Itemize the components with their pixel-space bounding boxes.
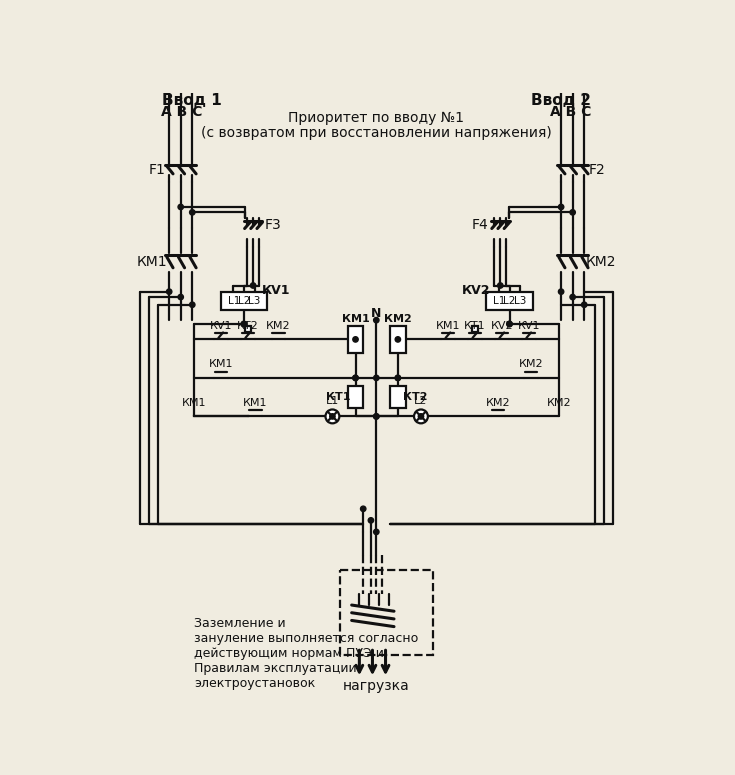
Text: Приоритет по вводу №1: Приоритет по вводу №1: [288, 112, 465, 126]
Bar: [340, 570, 432, 655]
Bar: [390, 326, 406, 353]
Text: L1: L1: [326, 396, 339, 406]
Circle shape: [166, 289, 172, 294]
Text: L1: L1: [493, 296, 506, 306]
Text: Заземление и
зануление выполняется согласно
действующим нормам ПУЭ и
Правилам эк: Заземление и зануление выполняется согла…: [194, 617, 418, 690]
Text: КМ1: КМ1: [436, 321, 460, 331]
Text: L2: L2: [503, 296, 516, 306]
Text: КМ2: КМ2: [519, 359, 543, 369]
Text: КТ1: КТ1: [464, 321, 486, 331]
Text: L1: L1: [228, 296, 240, 306]
Text: N: N: [371, 308, 381, 321]
Text: L2: L2: [415, 396, 428, 406]
Text: КМ1: КМ1: [243, 398, 268, 408]
Circle shape: [414, 409, 428, 423]
Text: Ввод 1: Ввод 1: [162, 93, 222, 109]
Text: КV1: КV1: [209, 321, 232, 331]
Circle shape: [581, 302, 587, 308]
Circle shape: [373, 529, 379, 535]
Text: КМ2: КМ2: [486, 398, 510, 408]
Text: КV1: КV1: [262, 284, 290, 297]
Text: нагрузка: нагрузка: [343, 679, 409, 693]
Circle shape: [360, 506, 366, 512]
Text: F1: F1: [148, 163, 165, 177]
Bar: [472, 326, 478, 332]
Text: А В С: А В С: [161, 105, 202, 119]
Circle shape: [178, 205, 184, 210]
Circle shape: [368, 518, 373, 523]
Text: КМ2: КМ2: [384, 315, 412, 325]
Text: КV2: КV2: [462, 284, 491, 297]
Circle shape: [241, 322, 246, 327]
Circle shape: [395, 336, 401, 342]
Circle shape: [373, 375, 379, 381]
Circle shape: [559, 289, 564, 294]
Text: КТ2: КТ2: [403, 392, 427, 402]
Text: F4: F4: [472, 219, 489, 232]
Circle shape: [507, 322, 512, 327]
Text: КМ2: КМ2: [586, 256, 617, 270]
Circle shape: [353, 375, 358, 381]
Text: КТ1: КТ1: [326, 392, 351, 402]
Text: КV1: КV1: [517, 321, 540, 331]
Text: КV2: КV2: [490, 321, 513, 331]
Text: L2: L2: [237, 296, 250, 306]
Circle shape: [251, 283, 256, 288]
Text: КМ2: КМ2: [547, 398, 571, 408]
Bar: [220, 291, 267, 310]
Circle shape: [326, 409, 340, 423]
Bar: [348, 387, 363, 408]
Circle shape: [373, 414, 379, 419]
Circle shape: [330, 414, 335, 419]
Text: А В С: А В С: [551, 105, 592, 119]
Circle shape: [570, 210, 576, 215]
Bar: [348, 326, 363, 353]
Text: L3: L3: [514, 296, 526, 306]
Bar: [487, 291, 533, 310]
Circle shape: [373, 318, 379, 323]
Circle shape: [241, 322, 246, 327]
Circle shape: [190, 302, 195, 308]
Text: КМ1: КМ1: [182, 398, 206, 408]
Text: КМ2: КМ2: [266, 321, 291, 331]
Bar: [245, 326, 251, 332]
Circle shape: [559, 205, 564, 210]
Circle shape: [498, 283, 503, 288]
Circle shape: [178, 294, 184, 300]
Circle shape: [395, 375, 401, 381]
Circle shape: [507, 322, 512, 327]
Text: F2: F2: [588, 163, 605, 177]
Bar: [390, 387, 406, 408]
Circle shape: [353, 336, 358, 342]
Circle shape: [373, 414, 379, 419]
Circle shape: [353, 375, 358, 381]
Text: (с возвратом при восстановлении напряжения): (с возвратом при восстановлении напряжен…: [201, 126, 552, 140]
Text: F3: F3: [265, 219, 282, 232]
Text: Ввод 2: Ввод 2: [531, 93, 591, 109]
Text: L3: L3: [248, 296, 261, 306]
Text: КТ2: КТ2: [237, 321, 259, 331]
Text: КМ1: КМ1: [137, 256, 168, 270]
Circle shape: [570, 294, 576, 300]
Circle shape: [395, 375, 401, 381]
Circle shape: [190, 210, 195, 215]
Text: КМ1: КМ1: [209, 359, 233, 369]
Circle shape: [418, 414, 423, 419]
Text: КМ1: КМ1: [342, 315, 370, 325]
